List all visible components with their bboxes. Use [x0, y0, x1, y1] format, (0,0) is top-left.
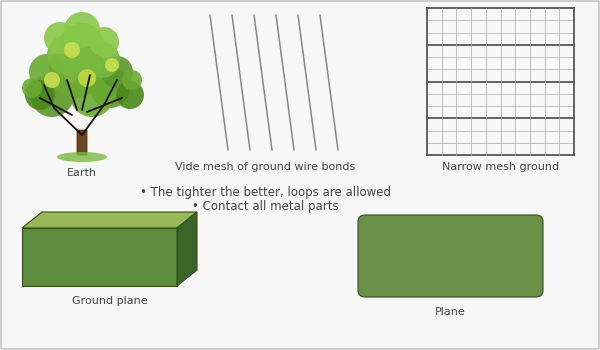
- Circle shape: [47, 35, 87, 75]
- Ellipse shape: [57, 152, 107, 162]
- Circle shape: [116, 81, 144, 109]
- FancyBboxPatch shape: [358, 215, 543, 297]
- Polygon shape: [177, 212, 197, 286]
- Circle shape: [101, 56, 133, 88]
- Polygon shape: [22, 212, 197, 228]
- Bar: [22, 228, 177, 286]
- Circle shape: [30, 73, 74, 117]
- Circle shape: [89, 27, 119, 57]
- Text: Earth: Earth: [67, 168, 97, 178]
- Circle shape: [105, 58, 119, 72]
- Circle shape: [70, 73, 114, 117]
- Text: Plane: Plane: [435, 307, 466, 317]
- Circle shape: [64, 12, 100, 48]
- Circle shape: [44, 22, 76, 54]
- Text: • Contact all metal parts: • Contact all metal parts: [191, 200, 338, 213]
- FancyBboxPatch shape: [77, 130, 87, 155]
- Circle shape: [22, 78, 42, 98]
- Circle shape: [122, 70, 142, 90]
- Circle shape: [64, 42, 80, 58]
- Circle shape: [78, 69, 96, 87]
- Circle shape: [84, 42, 120, 78]
- Text: • The tighter the better, loops are allowed: • The tighter the better, loops are allo…: [139, 186, 391, 199]
- Text: Vide mesh of ground wire bonds: Vide mesh of ground wire bonds: [175, 162, 355, 172]
- Text: Narrow mesh ground: Narrow mesh ground: [442, 162, 559, 172]
- Circle shape: [90, 68, 130, 108]
- Circle shape: [49, 42, 105, 98]
- Circle shape: [29, 54, 65, 90]
- Circle shape: [25, 80, 55, 110]
- Circle shape: [44, 72, 60, 88]
- Text: Ground plane: Ground plane: [71, 296, 148, 306]
- Circle shape: [60, 23, 104, 67]
